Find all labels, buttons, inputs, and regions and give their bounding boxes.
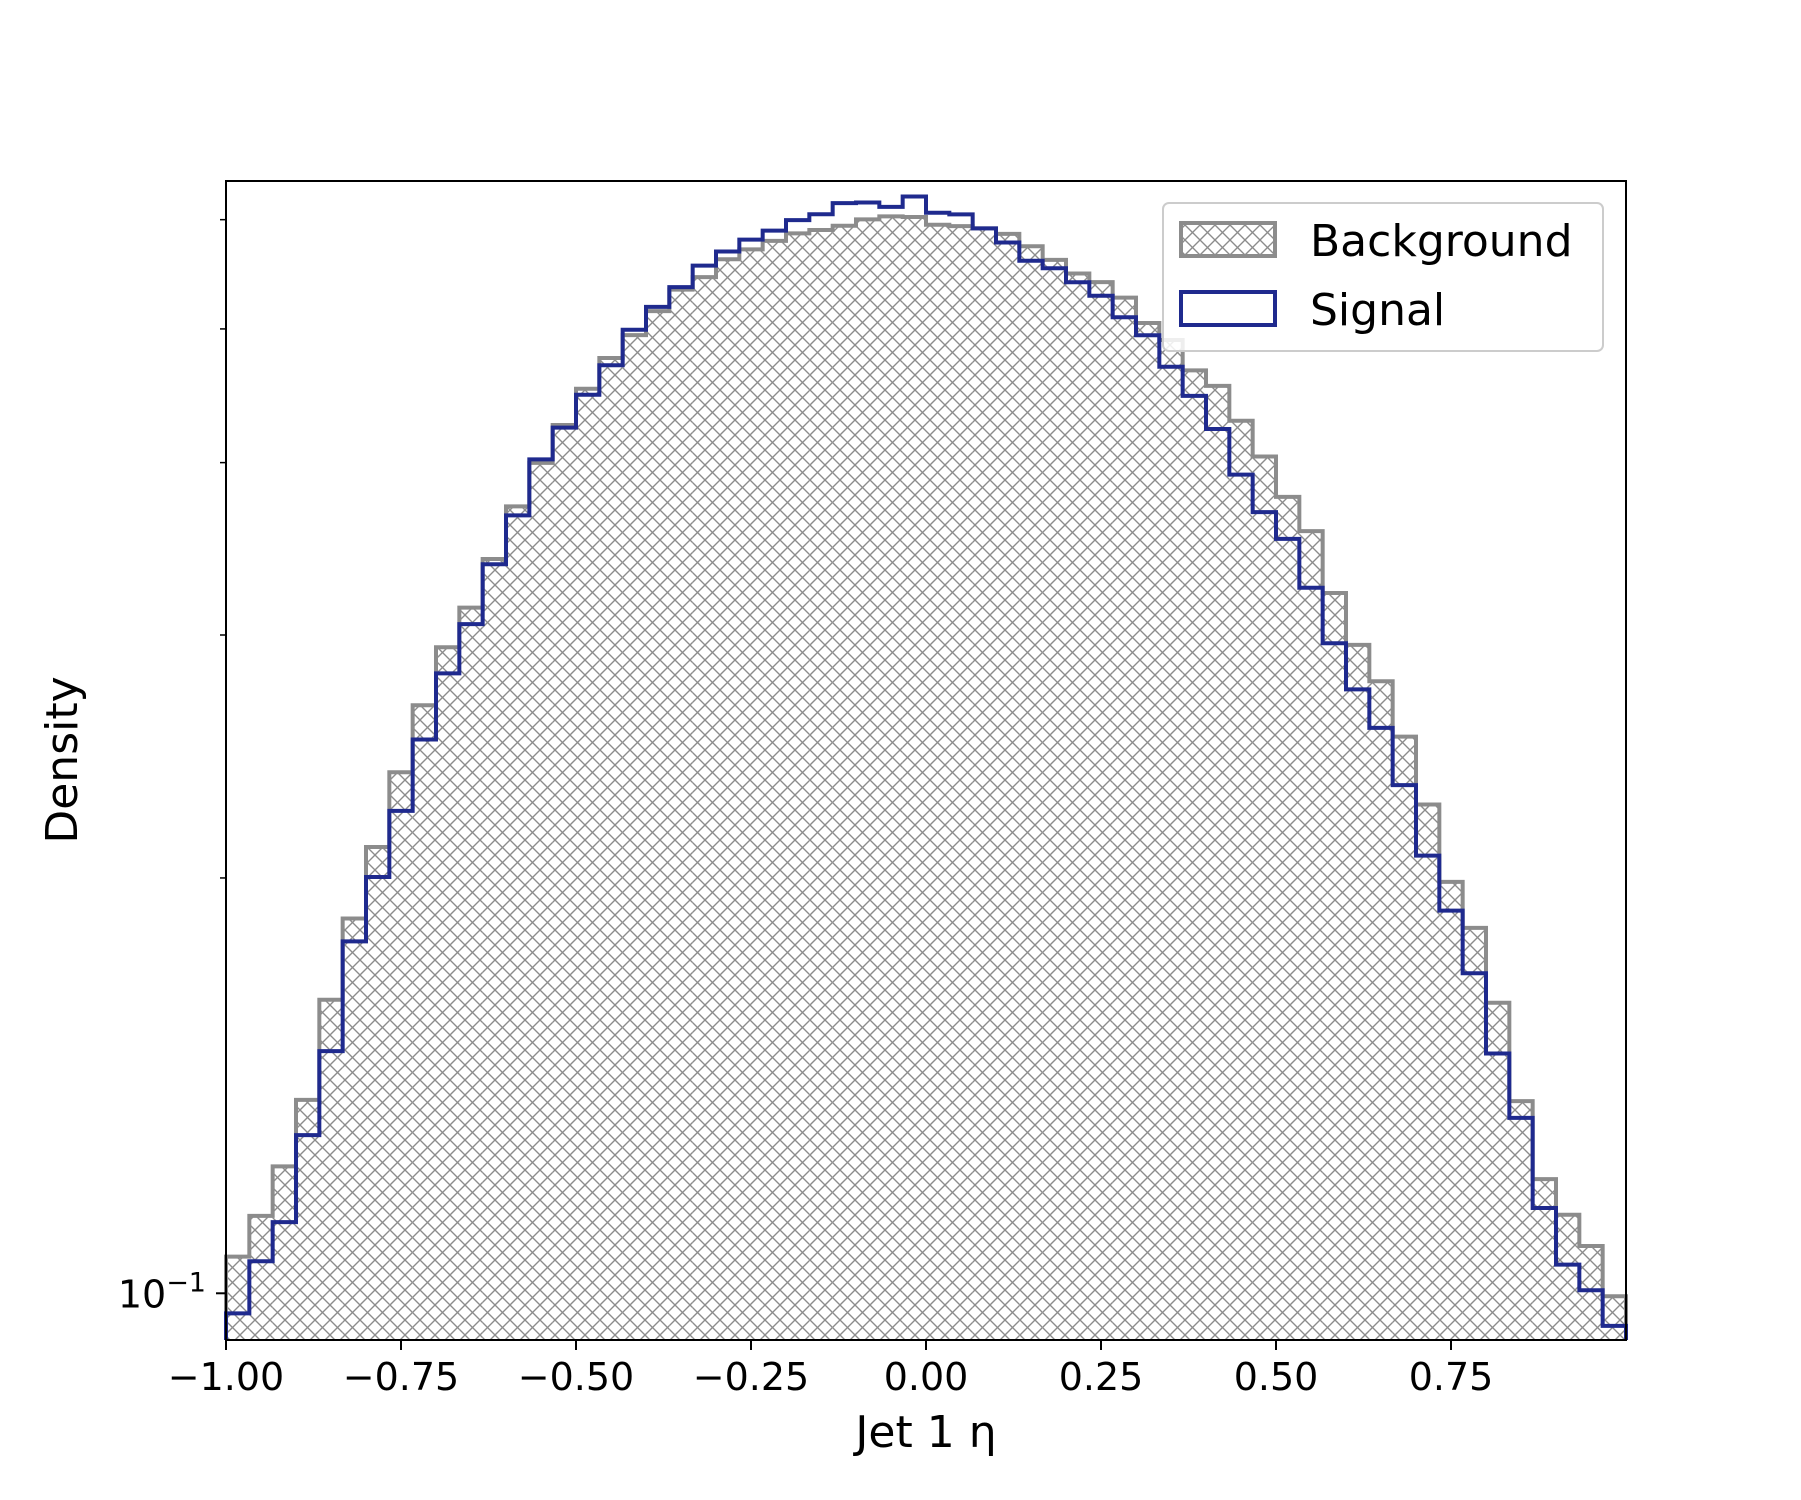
background-bar	[809, 229, 833, 1341]
background-bar	[902, 216, 926, 1341]
background-bar	[389, 772, 413, 1340]
histogram-bars	[226, 216, 1626, 1341]
background-bar	[1416, 804, 1440, 1340]
x-tick-label: 0.50	[1234, 1355, 1319, 1399]
background-bar	[272, 1166, 296, 1340]
background-bar	[926, 224, 950, 1341]
background-bar	[1322, 592, 1346, 1340]
legend: Background Signal	[1162, 202, 1604, 352]
background-bar	[1252, 456, 1276, 1340]
background-bar	[1532, 1179, 1556, 1340]
background-bar	[459, 607, 483, 1340]
x-tick-label: 0.75	[1409, 1355, 1494, 1399]
background-bar	[1509, 1101, 1533, 1340]
background-bar	[1229, 420, 1253, 1340]
x-tick-label: −0.75	[343, 1355, 459, 1399]
background-bar	[1206, 385, 1230, 1340]
background-bar	[482, 558, 506, 1340]
background-bar	[949, 226, 973, 1341]
background-bar	[692, 277, 716, 1340]
x-tick-label: 0.00	[884, 1355, 969, 1399]
background-bar	[1602, 1296, 1626, 1340]
background-bar	[342, 918, 366, 1340]
background-bar	[832, 225, 856, 1340]
background-bar	[1556, 1214, 1580, 1340]
background-bar	[1182, 370, 1206, 1341]
background-bar	[1369, 681, 1393, 1340]
background-bar	[739, 249, 763, 1341]
background-bar	[716, 259, 740, 1340]
background-bar	[1486, 1002, 1510, 1340]
x-tick-label: −0.25	[693, 1355, 809, 1399]
background-bar	[1392, 736, 1416, 1340]
background-bar	[1066, 273, 1090, 1341]
background-bar	[762, 240, 786, 1340]
background-bar	[296, 1099, 320, 1340]
background-bar	[972, 228, 996, 1340]
x-axis: −1.00 −0.75 −0.50 −0.25 0.00 0.25 0.50 0.75	[168, 1340, 1494, 1399]
legend-swatch-signal	[1179, 290, 1277, 327]
y-axis-label: Density	[37, 676, 88, 843]
y-tick-label: 10−1	[118, 1267, 206, 1316]
signal-outline	[224, 194, 1628, 1340]
background-bar	[552, 425, 576, 1340]
x-tick-label: 0.25	[1059, 1355, 1144, 1399]
background-bar	[529, 462, 553, 1340]
background-bar	[226, 1256, 250, 1340]
background-bar	[786, 233, 810, 1340]
background-bar	[1042, 259, 1066, 1341]
signal-step-line	[224, 194, 1628, 1340]
background-bar	[506, 506, 530, 1340]
background-bar	[1089, 282, 1113, 1340]
background-bar	[1299, 531, 1323, 1340]
background-bar	[436, 647, 460, 1340]
background-bar	[1159, 340, 1183, 1340]
x-tick-label: −0.50	[518, 1355, 634, 1399]
background-bar	[1579, 1246, 1603, 1340]
x-tick-label: −1.00	[168, 1355, 284, 1399]
background-bar	[1462, 927, 1486, 1340]
background-bar	[249, 1215, 273, 1340]
background-bar	[366, 847, 390, 1340]
background-bar	[856, 219, 880, 1340]
background-bar	[1019, 246, 1043, 1341]
background-bar	[1439, 881, 1463, 1340]
background-bar	[1346, 644, 1370, 1340]
y-axis: 10−1	[118, 218, 226, 1316]
x-axis-label: Jet 1 η	[852, 1407, 996, 1458]
background-bar	[669, 289, 693, 1340]
background-bar	[879, 216, 903, 1340]
background-bar	[319, 999, 343, 1340]
background-bar	[1112, 297, 1136, 1340]
legend-swatch-background	[1179, 221, 1277, 258]
background-bar	[622, 335, 646, 1340]
background-bar	[646, 311, 670, 1341]
background-bar	[599, 358, 623, 1340]
background-bar	[412, 705, 436, 1340]
background-bar	[1276, 496, 1300, 1341]
background-bar	[1136, 322, 1160, 1341]
background-bar	[996, 233, 1020, 1340]
background-bar	[576, 388, 600, 1341]
legend-label-signal: Signal	[1310, 285, 1445, 336]
legend-label-background: Background	[1310, 216, 1573, 267]
